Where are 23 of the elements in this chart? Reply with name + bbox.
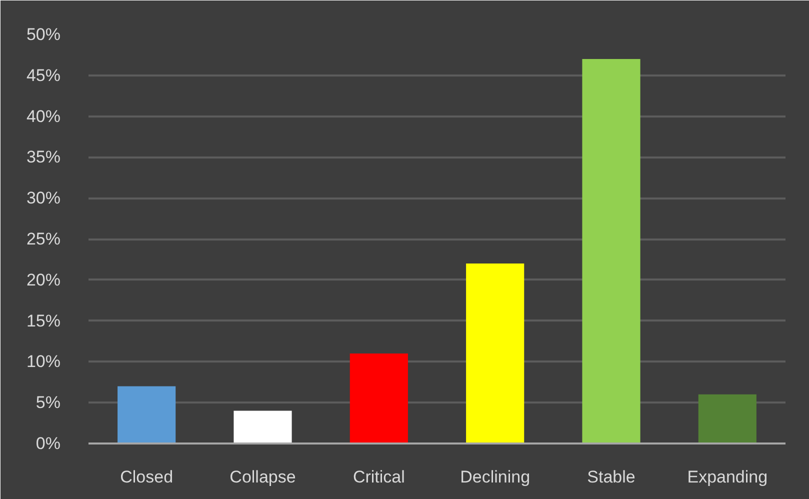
y-tick-label: 35% <box>26 148 61 167</box>
y-tick-label: 0% <box>36 434 61 453</box>
bar <box>118 386 176 444</box>
y-tick-label: 10% <box>26 352 61 372</box>
y-tick-label: 45% <box>26 66 61 85</box>
x-tick-label: Stable <box>587 468 636 486</box>
bar <box>582 59 640 444</box>
bar <box>234 410 292 444</box>
y-tick-label: 15% <box>26 311 61 330</box>
y-tick-label: 20% <box>26 270 61 290</box>
bar <box>698 394 756 444</box>
y-tick-label: 50% <box>26 25 61 44</box>
y-tick-label: 30% <box>26 188 61 208</box>
y-tick-label: 5% <box>36 393 61 412</box>
x-tick-label: Expanding <box>687 468 768 486</box>
x-tick-label: Critical <box>352 468 405 486</box>
bar <box>466 264 524 444</box>
x-tick-label: Closed <box>120 468 174 486</box>
x-tick-label: Declining <box>460 468 530 486</box>
y-tick-label: 25% <box>26 230 61 248</box>
y-tick-label: 40% <box>26 106 61 126</box>
x-tick-label: Collapse <box>230 468 296 486</box>
bar <box>350 354 408 444</box>
